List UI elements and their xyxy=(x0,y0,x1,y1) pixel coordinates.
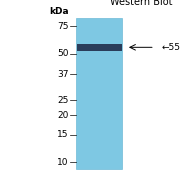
Bar xyxy=(76,44,122,51)
Text: 15: 15 xyxy=(57,130,68,139)
Text: kDa: kDa xyxy=(49,7,68,16)
Text: 75: 75 xyxy=(57,22,68,31)
Text: 25: 25 xyxy=(57,96,68,105)
Text: 50: 50 xyxy=(57,49,68,58)
Text: 37: 37 xyxy=(57,69,68,78)
Text: Western Blot: Western Blot xyxy=(110,0,173,7)
Text: 10: 10 xyxy=(57,158,68,167)
Bar xyxy=(76,18,122,169)
Text: 20: 20 xyxy=(57,111,68,120)
Text: ←55kDa: ←55kDa xyxy=(162,43,180,52)
